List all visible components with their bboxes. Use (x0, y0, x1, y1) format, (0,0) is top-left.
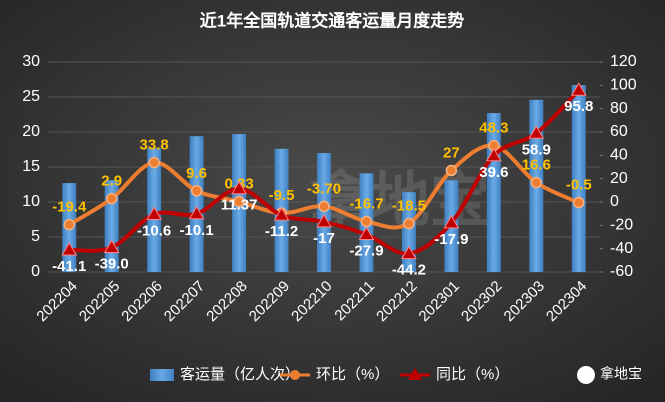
marker (318, 200, 330, 213)
data-label: -3.70 (307, 180, 341, 197)
y-tick-label: 0 (31, 263, 40, 280)
data-label: -17 (313, 230, 335, 247)
y-tick-label: 25 (22, 88, 40, 105)
y-tick-label: 15 (22, 158, 40, 175)
legend-swatch (150, 369, 174, 381)
data-label: 48.3 (479, 120, 508, 137)
data-label: 33.8 (140, 137, 169, 154)
data-label: -27.9 (349, 243, 383, 260)
data-label: 11.37 (221, 197, 258, 214)
marker (403, 217, 415, 230)
data-label: 2.9 (101, 173, 122, 190)
marker (528, 125, 545, 139)
data-label: 9.6 (186, 165, 207, 182)
bar (317, 153, 331, 272)
data-label: -9.5 (269, 187, 295, 204)
bar (571, 85, 586, 272)
legend-label: 同比（%） (436, 366, 509, 383)
marker (231, 180, 247, 195)
marker (61, 241, 78, 256)
bar (486, 113, 501, 272)
marker (358, 226, 375, 241)
data-label: -17.9 (434, 231, 468, 248)
y-tick-label: 20 (22, 123, 40, 140)
marker (273, 207, 290, 221)
data-label: 95.8 (564, 98, 593, 115)
legend-label: 客运量（亿人次） (180, 366, 300, 383)
legend-swatch (408, 368, 422, 380)
data-label: 39.6 (479, 164, 508, 181)
y-tick-label: 5 (31, 228, 40, 245)
marker (443, 214, 460, 229)
legend-label: 环比（%） (316, 366, 389, 383)
marker (360, 215, 373, 228)
marker (485, 147, 502, 162)
y2-tick-label: 60 (610, 123, 628, 140)
y2-tick-label: 20 (610, 170, 628, 187)
marker (573, 196, 585, 209)
y2-tick-label: 0 (610, 193, 619, 210)
brand: 拿地宝 (600, 366, 642, 382)
legend-swatch (290, 370, 300, 380)
y-tick-label: 30 (22, 53, 40, 70)
watermark: 拿地宝 (310, 167, 490, 234)
marker (233, 195, 245, 208)
y2-tick-label: 100 (610, 77, 637, 94)
data-label: -10.6 (137, 222, 171, 239)
y2-tick-label: -40 (610, 240, 633, 257)
data-label: -19.4 (52, 199, 87, 216)
y2-tick-label: -20 (610, 217, 633, 234)
marker (148, 156, 160, 169)
data-label: -16.7 (349, 195, 383, 212)
marker (570, 82, 587, 96)
marker (530, 176, 543, 189)
marker (401, 245, 417, 260)
data-label: -39.0 (95, 255, 129, 272)
data-label: -41.1 (52, 258, 86, 275)
marker (63, 218, 75, 231)
data-label: 16.6 (522, 157, 551, 174)
marker (105, 192, 118, 205)
data-label: -10.1 (180, 222, 214, 239)
y2-tick-label: 40 (610, 147, 628, 164)
data-label: -18.5 (392, 198, 426, 215)
marker (188, 205, 205, 220)
y2-tick-label: 120 (610, 53, 637, 70)
y2-tick-label: 80 (610, 100, 628, 117)
bar (189, 136, 204, 272)
data-label: -0.5 (566, 177, 592, 194)
marker (190, 185, 203, 197)
chart-title: 近1年全国轨道交通客运量月度走势 (200, 10, 464, 30)
data-label: 58.9 (522, 141, 551, 158)
data-label: -11.2 (265, 223, 298, 240)
marker (103, 239, 120, 253)
data-label: 27 (443, 144, 460, 161)
y2-tick-label: -60 (610, 263, 633, 280)
marker (445, 164, 458, 177)
marker (316, 213, 332, 228)
data-label: -44.2 (392, 262, 426, 279)
brand-logo: 拿地宝 (577, 366, 642, 384)
y-tick-label: 10 (22, 193, 40, 210)
marker (146, 206, 163, 220)
